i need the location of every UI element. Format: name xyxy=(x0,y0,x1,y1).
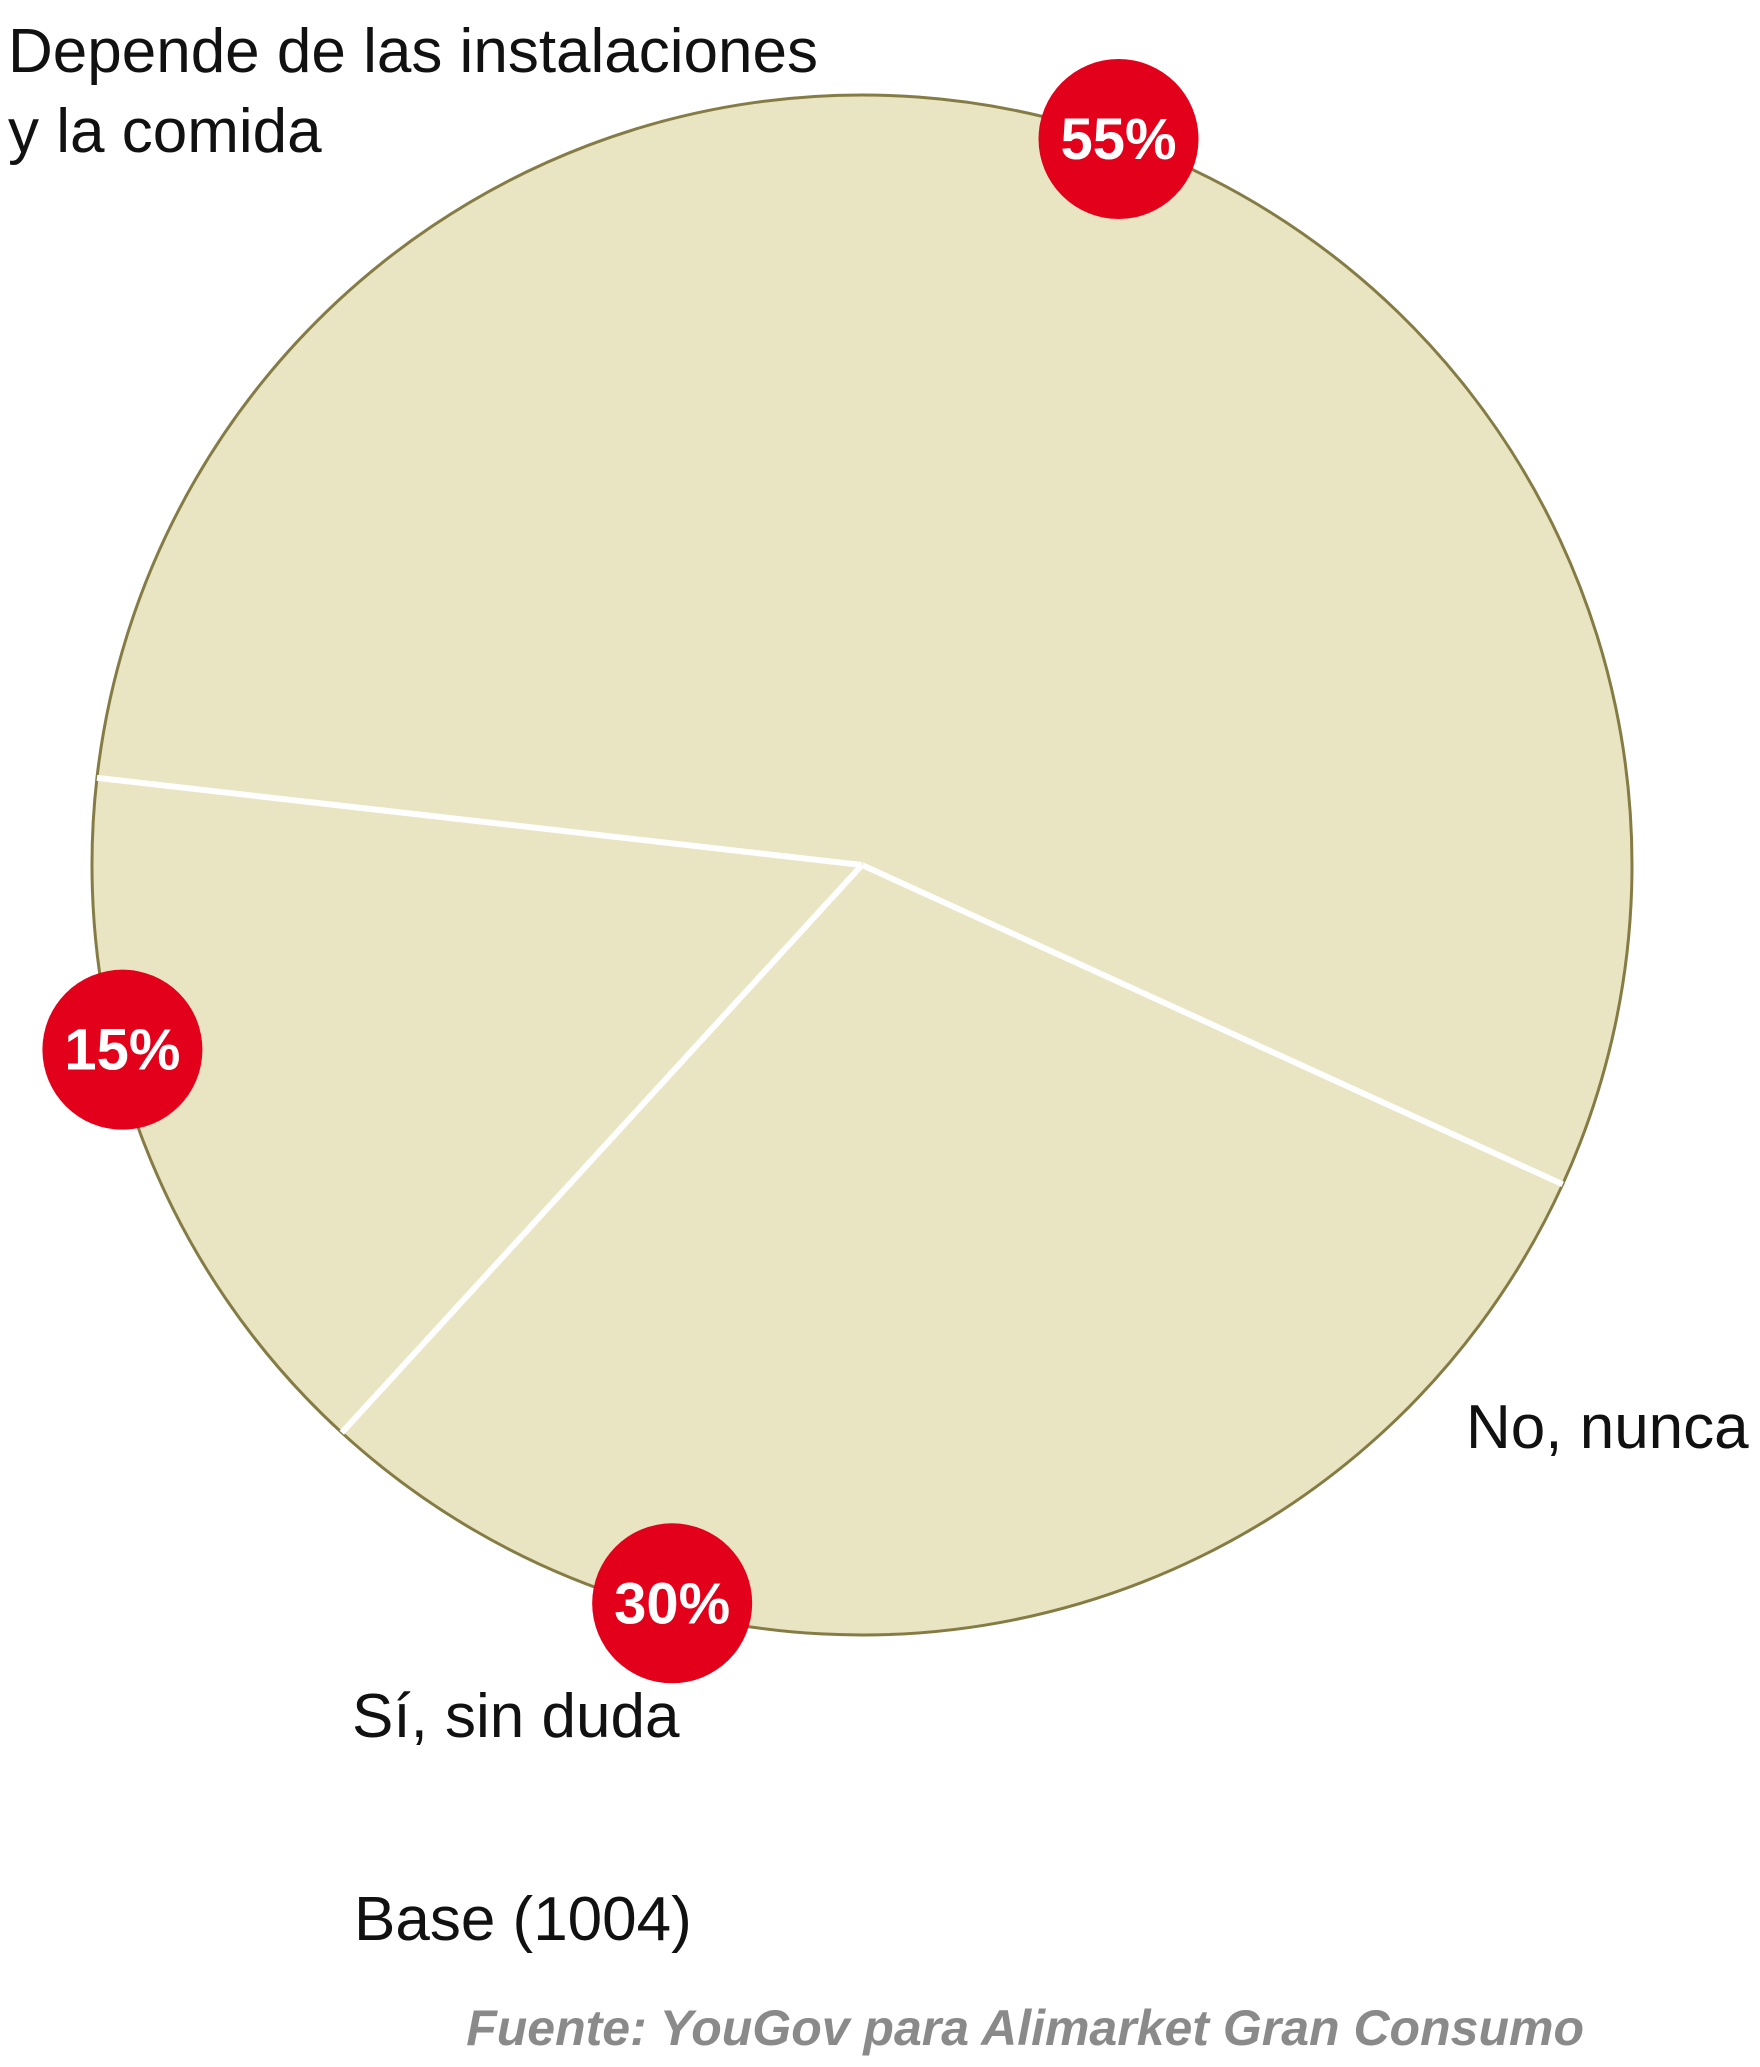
value-badge-depende: 55% xyxy=(1038,58,1199,219)
slice-label-depende-line-2: y la comida xyxy=(8,97,322,166)
pie-slice-si-sin-duda xyxy=(90,776,864,1435)
value-badge-si-sin-duda-text: 15% xyxy=(64,1018,180,1083)
slice-separator-2 xyxy=(339,862,865,1435)
value-badge-si-sin-duda: 15% xyxy=(42,969,203,1130)
value-badge-depende-text: 55% xyxy=(1060,107,1176,172)
base-note: Base (1004) xyxy=(354,1885,692,1954)
value-badges: 30% 15% 55% xyxy=(42,58,1199,1684)
pie-slice-no-nunca xyxy=(340,863,1565,1637)
source-note: Fuente: YouGov para Alimarket Gran Consu… xyxy=(466,2000,1584,2056)
slice-label-depende: Depende de las instalaciones y la comida xyxy=(8,17,835,166)
value-badge-si-sin-duda-circle xyxy=(42,969,203,1130)
slice-separator-3 xyxy=(96,774,863,868)
value-badge-depende-circle xyxy=(1038,58,1199,219)
slice-label-no-nunca: No, nunca xyxy=(1466,1393,1749,1462)
pie-slices xyxy=(90,93,1634,1637)
slice-label-depende-line-1: Depende de las instalaciones xyxy=(8,17,818,86)
value-badge-no-nunca: 30% xyxy=(592,1523,753,1684)
value-badge-no-nunca-circle xyxy=(592,1523,753,1684)
slice-separator-1 xyxy=(860,862,1564,1188)
slice-label-si-sin-duda: Sí, sin duda xyxy=(352,1682,680,1751)
value-badge-no-nunca-text: 30% xyxy=(614,1571,730,1636)
